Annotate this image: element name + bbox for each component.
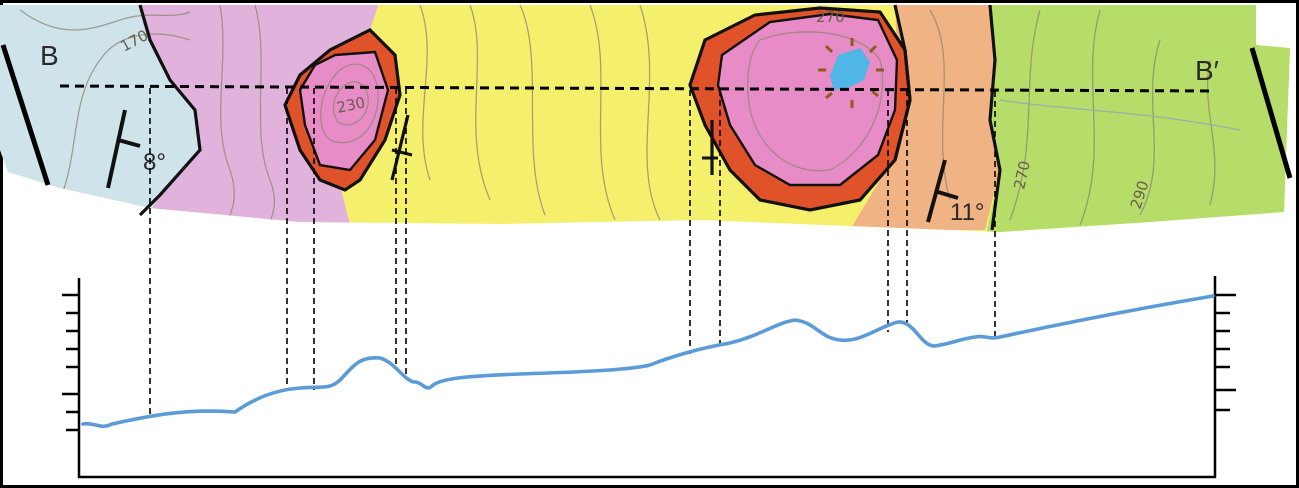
crater-rim-ticks <box>818 38 884 108</box>
contour-label-270-crater: 270 <box>816 8 845 26</box>
contour-label-270: 270 <box>1010 159 1034 191</box>
contour-lines <box>19 5 1241 229</box>
section-start-label: B <box>40 40 59 71</box>
section-line <box>59 84 1216 93</box>
dip-label-left: 8° <box>143 149 166 176</box>
projection-lines <box>149 88 996 417</box>
left-scale-ticks <box>62 293 79 432</box>
section-end-label: B′ <box>1195 55 1219 86</box>
ground-surface-line <box>81 294 1215 429</box>
dip-tick-left <box>117 138 141 148</box>
contour-label-230: 230 <box>335 93 367 117</box>
geologic-map: B B′ 8° 11° 170 230 270 270 290 <box>0 4 1293 232</box>
strike-line-west-contact <box>390 114 410 181</box>
right-scale-ticks <box>1215 293 1236 412</box>
pink-unit-west <box>300 52 388 170</box>
lake <box>830 48 870 90</box>
dip-label-right: 11° <box>950 199 985 226</box>
strike-dip-symbols <box>106 109 959 223</box>
profile-frame <box>77 276 1217 479</box>
contacts <box>138 4 1002 231</box>
strike-line-right <box>926 159 947 223</box>
topographic-profile <box>62 276 1236 479</box>
section-end-left <box>0 44 51 186</box>
dip-tick-right <box>937 190 959 200</box>
strike-line-left <box>106 109 127 189</box>
section-end-right <box>1249 47 1293 179</box>
green-unit <box>985 5 1290 232</box>
